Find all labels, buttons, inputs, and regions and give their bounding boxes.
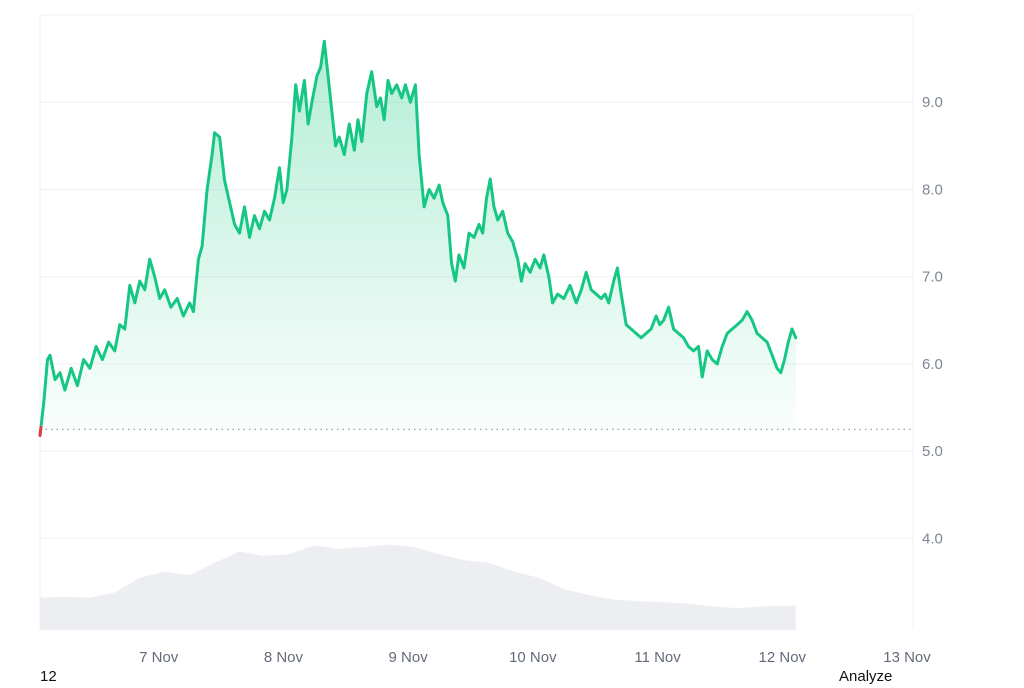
- x-tick-label: 10 Nov: [509, 649, 557, 666]
- y-tick-label: 6.0: [922, 356, 943, 373]
- x-tick-label: 12 Nov: [759, 649, 807, 666]
- price-area-fill: [40, 41, 796, 436]
- volume-area: [40, 544, 796, 630]
- x-tick-label: 9 Nov: [389, 649, 429, 666]
- x-tick-label: 11 Nov: [634, 649, 681, 666]
- x-tick-label: 8 Nov: [264, 649, 304, 666]
- x-tick-label: 13 Nov: [883, 649, 931, 666]
- start-marker: [38, 425, 43, 437]
- price-line: [38, 39, 798, 437]
- y-tick-label: 7.0: [922, 269, 943, 286]
- analyze-button[interactable]: Analyze: [839, 668, 893, 685]
- y-tick-label: 4.0: [922, 530, 943, 547]
- y-tick-label: 9.0: [922, 94, 943, 111]
- x-tick-label: 7 Nov: [139, 649, 179, 666]
- footer-left-label: 12: [40, 668, 57, 685]
- y-tick-label: 5.0: [922, 443, 943, 460]
- y-tick-label: 8.0: [922, 181, 943, 198]
